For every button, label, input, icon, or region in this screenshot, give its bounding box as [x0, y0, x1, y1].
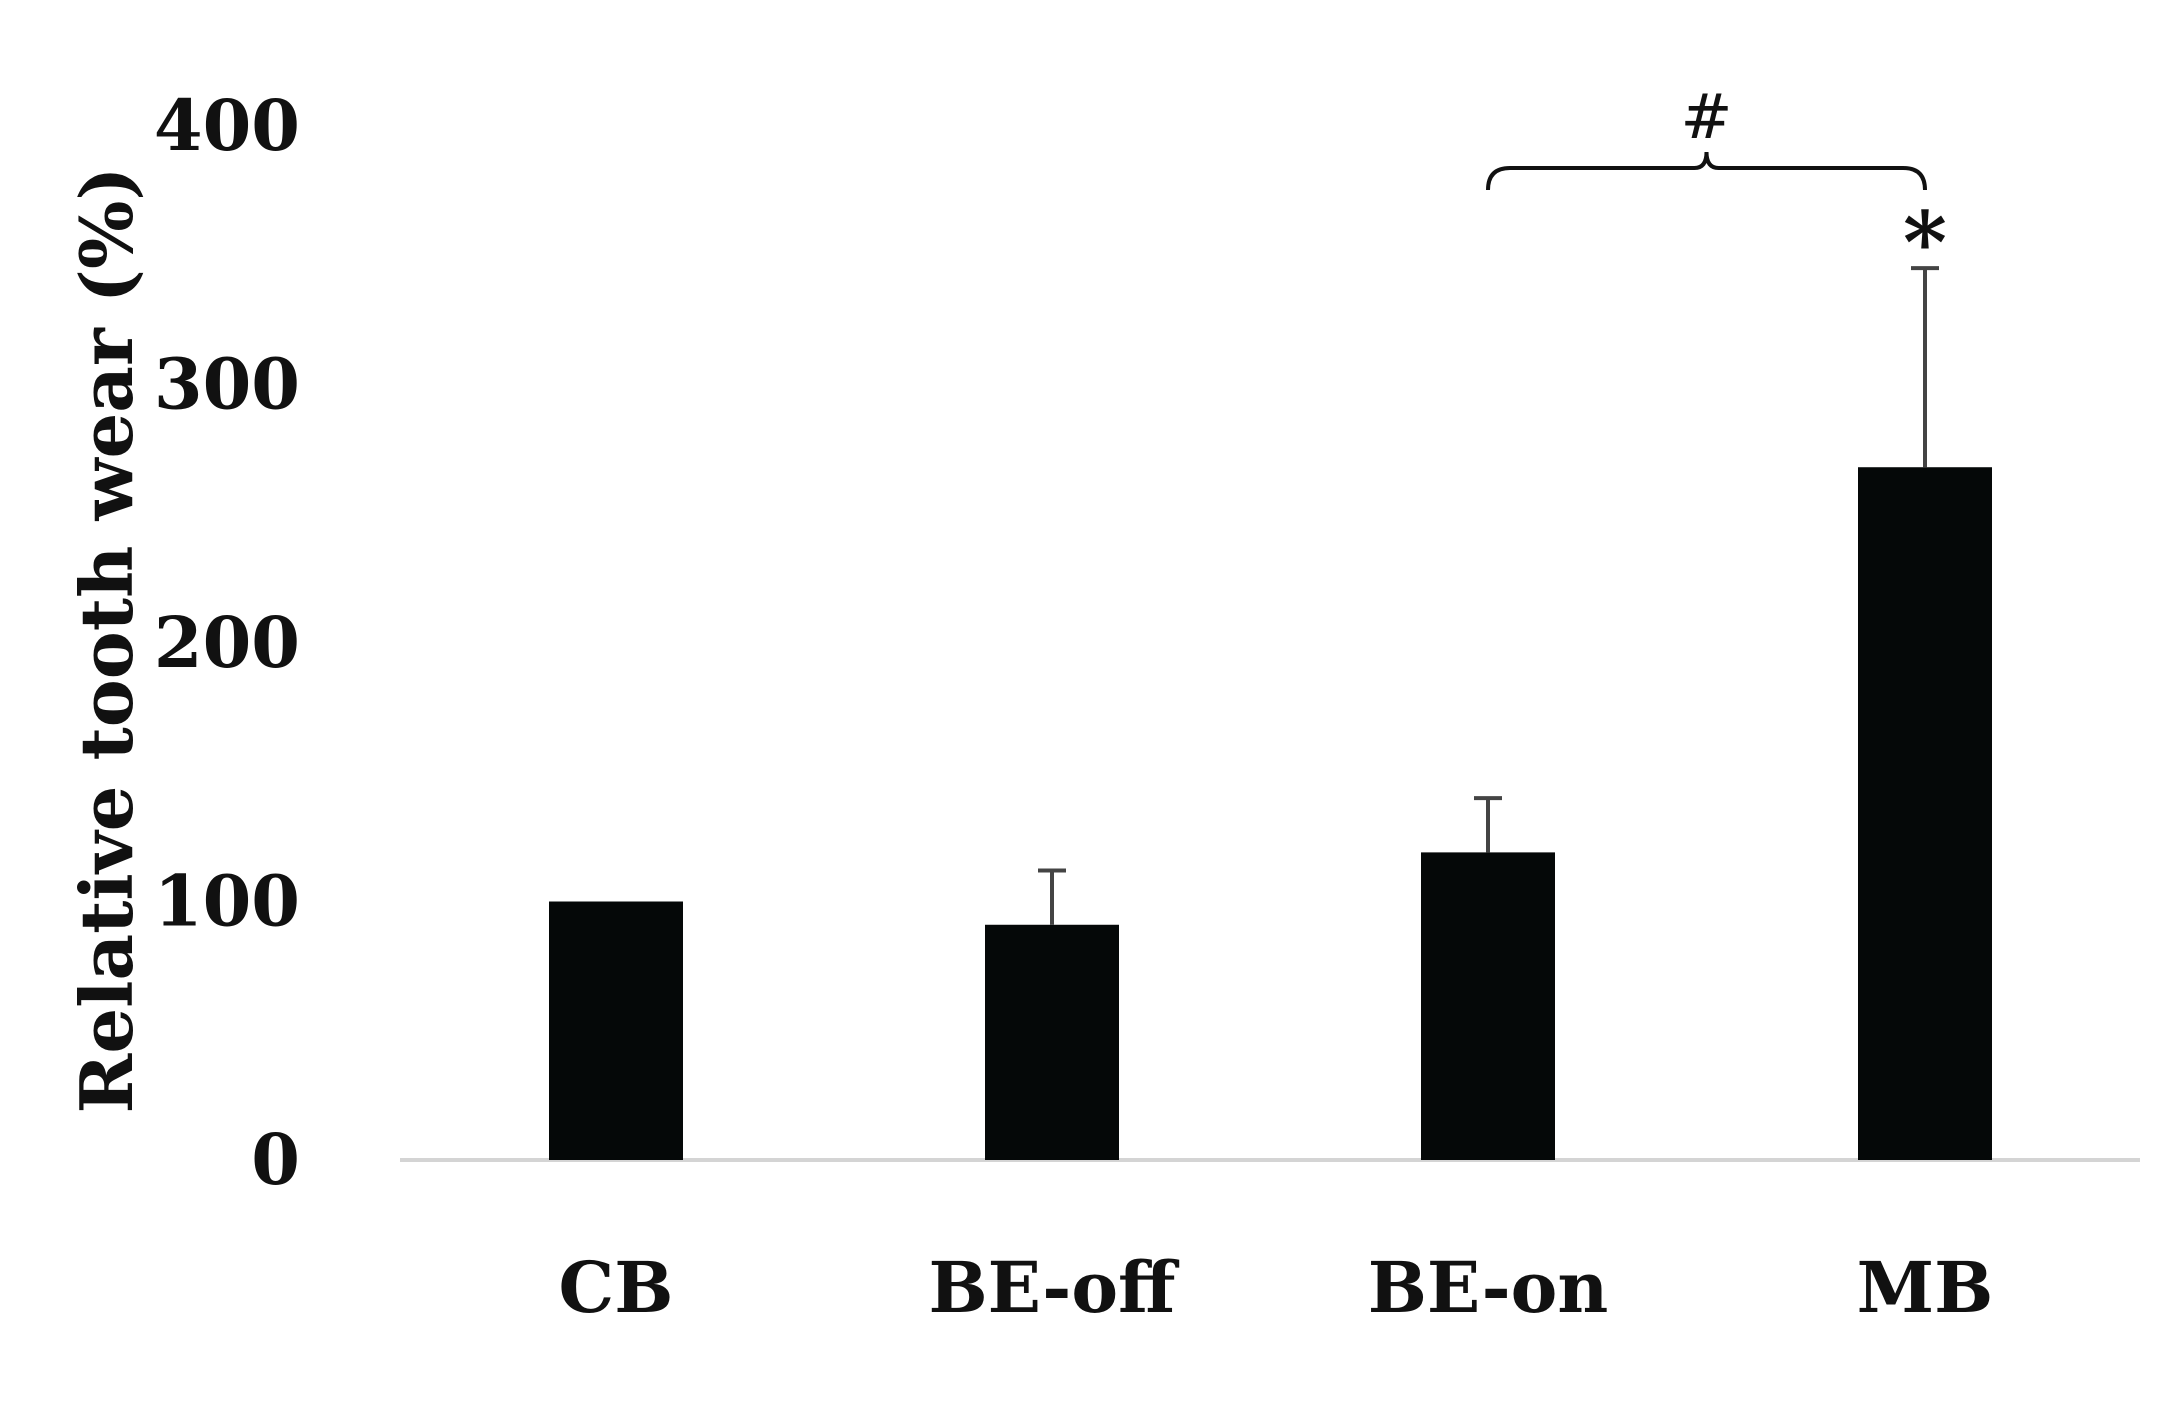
star-significance-label: * — [1903, 193, 1947, 292]
x-tick-label: CB — [559, 1246, 674, 1329]
significance-bracket — [1486, 151, 1927, 191]
significance-annotations: #* — [1486, 80, 1947, 292]
bar-cb — [549, 901, 683, 1160]
x-tick-label: BE-on — [1368, 1246, 1608, 1329]
y-tick-label: 100 — [154, 860, 300, 943]
y-tick-label: 200 — [154, 601, 300, 684]
bars — [549, 467, 1992, 1161]
y-axis-title: Relative tooth wear (%) — [64, 167, 149, 1114]
y-tick-labels: 0 100 200 300 400 — [154, 84, 300, 1201]
y-tick-label: 400 — [154, 84, 300, 167]
x-tick-label: MB — [1857, 1246, 1994, 1329]
y-tick-label: 300 — [154, 343, 300, 426]
bar-mb — [1858, 467, 1992, 1161]
y-tick-label: 0 — [251, 1118, 300, 1201]
bar-be-off — [985, 924, 1119, 1160]
bracket-significance-label: # — [1681, 80, 1733, 153]
x-tick-label: BE-off — [928, 1246, 1180, 1329]
x-tick-labels: CB BE-off BE-on MB — [559, 1246, 1994, 1329]
bar-be-on — [1421, 852, 1555, 1160]
error-bars — [1038, 266, 1939, 925]
